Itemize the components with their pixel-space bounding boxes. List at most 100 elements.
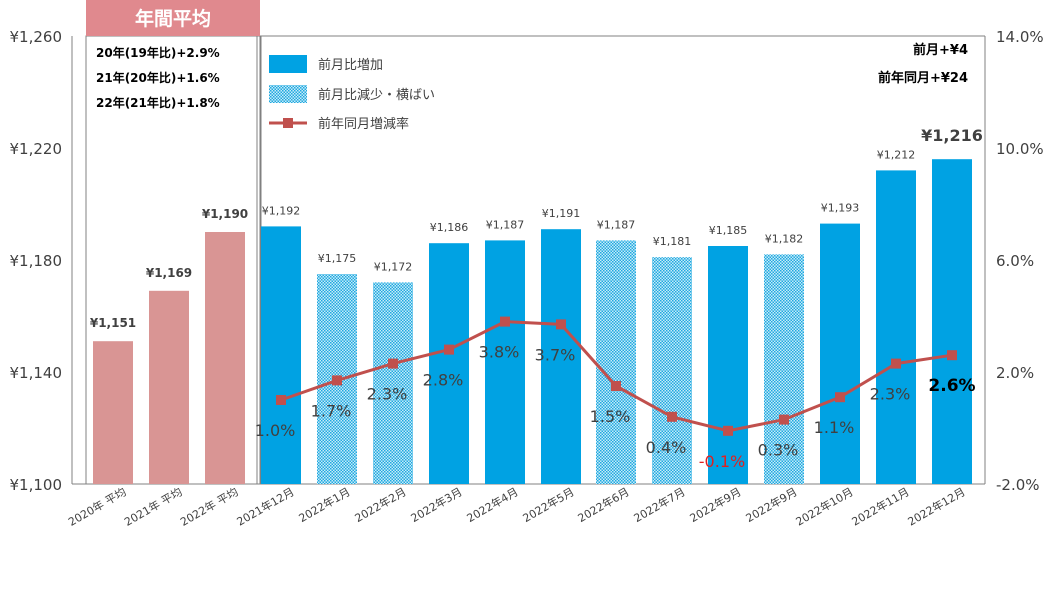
- x-tick-label: 2020年 平均: [66, 484, 129, 528]
- yoy-labels: 1.0% 1.7% 2.3% 2.8% 3.8% 3.7% 1.5% 0.4% -0.1% 0.3…: [255, 343, 976, 471]
- yoy-marker: [947, 350, 957, 361]
- yoy-label: 1.0%: [255, 421, 296, 440]
- annual-average-line-1: 20年(19年比)+2.9%: [96, 45, 220, 60]
- yoy-label: 1.7%: [311, 401, 352, 420]
- y-tick-label: ¥1,140: [10, 364, 63, 382]
- y-tick-label: ¥1,100: [10, 476, 63, 494]
- x-tick-label: 2022年10月: [793, 484, 855, 528]
- bar-value-label: ¥1,191: [542, 207, 581, 220]
- x-tick-label: 2022年11月: [849, 484, 911, 528]
- yoy-marker: [332, 375, 342, 386]
- yoy-label: 0.4%: [646, 438, 687, 457]
- yoy-marker: [556, 319, 566, 330]
- bar-value-labels: ¥1,151 ¥1,169 ¥1,190 ¥1,192 ¥1,175 ¥1,172 ¥1,1…: [90, 126, 983, 330]
- bar-value-label: ¥1,181: [653, 235, 692, 248]
- bar-value-label: ¥1,216: [921, 126, 983, 145]
- bar: [596, 240, 636, 484]
- bar: [373, 282, 413, 484]
- yoy-marker: [835, 392, 845, 403]
- bar-value-label: ¥1,182: [765, 232, 804, 245]
- bar: [149, 290, 189, 484]
- x-tick-label: 2021年 平均: [122, 484, 185, 528]
- yoy-label: -0.1%: [699, 452, 745, 471]
- bar: [429, 243, 469, 484]
- y2-axis-ticks: -2.0% 2.0% 6.0% 10.0% 14.0%: [996, 28, 1044, 494]
- yoy-marker: [500, 316, 510, 327]
- yoy-marker: [891, 358, 901, 369]
- x-tick-label: 2022年1月: [296, 484, 352, 525]
- x-tick-label: 2022年7月: [631, 484, 687, 525]
- yoy-marker: [723, 425, 733, 436]
- x-tick-label: 2022年2月: [352, 484, 408, 525]
- y-tick-label: ¥1,260: [10, 28, 63, 46]
- bar-value-label: ¥1,169: [146, 266, 192, 280]
- yoy-label: 1.5%: [590, 407, 631, 426]
- yoy-label: 2.8%: [423, 371, 464, 390]
- bar-value-label: ¥1,192: [262, 204, 301, 217]
- x-tick-label: 2022年4月: [464, 484, 520, 525]
- bar-value-label: ¥1,185: [709, 224, 748, 237]
- bar: [876, 170, 916, 484]
- annual-average-header: [86, 0, 260, 36]
- yoy-marker: [276, 395, 286, 405]
- y2-tick-label: 14.0%: [996, 28, 1044, 46]
- bar: [652, 257, 692, 484]
- bar-value-label: ¥1,190: [202, 207, 248, 221]
- yoy-label: 1.1%: [814, 418, 855, 437]
- yoy-marker: [667, 411, 677, 422]
- bar-value-label: ¥1,186: [430, 221, 469, 234]
- x-tick-label: 2022年3月: [408, 484, 464, 525]
- x-tick-label: 2021年12月: [234, 484, 296, 528]
- yoy-label: 2.3%: [870, 385, 911, 404]
- legend-swatch-increase: [269, 55, 307, 73]
- bar: [820, 223, 860, 484]
- bar-value-label: ¥1,212: [877, 148, 916, 161]
- bar-value-label: ¥1,151: [90, 316, 136, 330]
- bar-value-label: ¥1,172: [374, 260, 413, 273]
- yoy-label: 3.7%: [535, 345, 576, 364]
- x-tick-label: 2022年9月: [687, 484, 743, 525]
- bar-value-label: ¥1,175: [318, 252, 357, 265]
- bar-value-label: ¥1,187: [486, 218, 525, 231]
- annual-average-line-2: 21年(20年比)+1.6%: [96, 70, 220, 85]
- legend-label-decrease: 前月比減少・横ばい: [318, 87, 435, 103]
- yoy-label: 2.3%: [367, 385, 408, 404]
- bar: [261, 226, 301, 484]
- y2-tick-label: 6.0%: [996, 252, 1034, 270]
- legend-swatch-marker: [283, 118, 293, 128]
- annual-average-title: 年間平均: [135, 7, 211, 30]
- yoy-label: 0.3%: [758, 441, 799, 460]
- yoy-marker: [444, 344, 454, 355]
- legend-label-increase: 前月比増加: [318, 57, 383, 73]
- annual-average-line-3: 22年(21年比)+1.8%: [96, 95, 220, 110]
- x-tick-label: 2022年12月: [905, 484, 967, 528]
- y2-tick-label: 2.0%: [996, 364, 1034, 382]
- bar: [541, 229, 581, 484]
- bar: [93, 341, 133, 484]
- bar-value-label: ¥1,193: [821, 202, 860, 215]
- legend-swatch-decrease: [269, 85, 307, 103]
- bar: [708, 246, 748, 484]
- y2-tick-label: -2.0%: [996, 476, 1040, 494]
- bar: [932, 159, 972, 484]
- x-tick-label: 2022年9月: [743, 484, 799, 525]
- bar-value-label: ¥1,187: [597, 218, 636, 231]
- legend-label-line: 前年同月増減率: [318, 116, 409, 132]
- x-tick-label: 2022年6月: [575, 484, 631, 525]
- y-tick-label: ¥1,220: [10, 140, 63, 158]
- y2-tick-label: 10.0%: [996, 140, 1044, 158]
- bar: [485, 240, 525, 484]
- bar: [764, 254, 804, 484]
- yoy-marker: [779, 414, 789, 425]
- yoy-label: 3.8%: [479, 343, 520, 362]
- x-tick-label: 2022年 平均: [178, 484, 241, 528]
- y-tick-label: ¥1,180: [10, 252, 63, 270]
- yoy-label: 2.6%: [928, 376, 975, 396]
- bars: [93, 159, 972, 484]
- y-axis-ticks: ¥1,100 ¥1,140 ¥1,180 ¥1,220 ¥1,260: [10, 28, 63, 494]
- annotation-yoy: 前年同月+¥24: [878, 70, 968, 86]
- bar: [205, 232, 245, 484]
- yoy-marker: [611, 381, 621, 391]
